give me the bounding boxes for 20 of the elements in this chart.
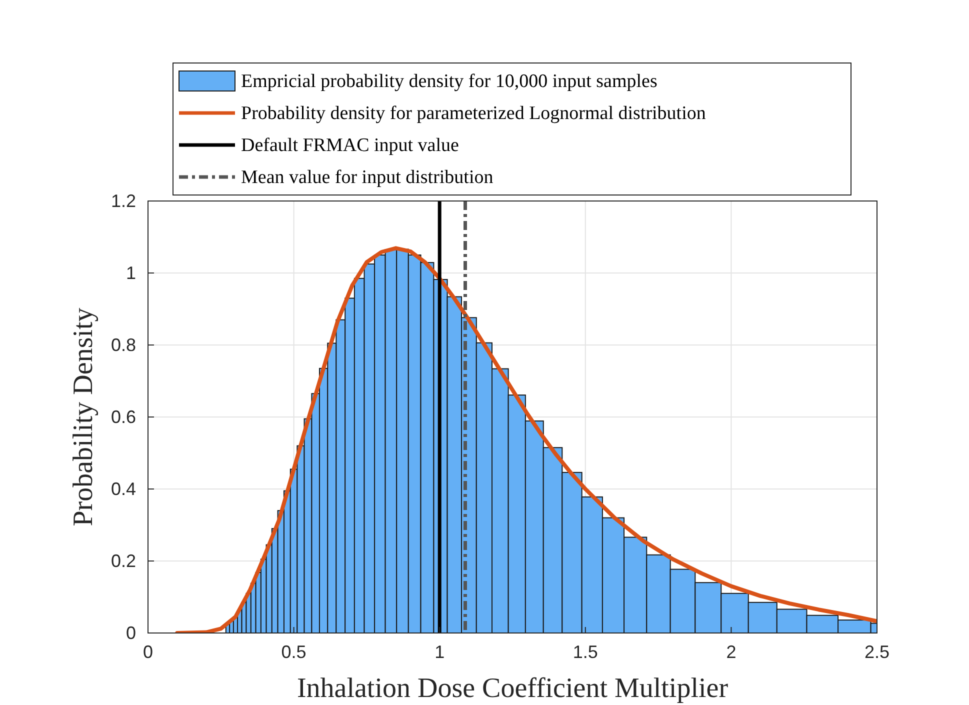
y-tick-label: 1.2 [110, 190, 136, 211]
y-tick-label: 0.4 [110, 478, 136, 499]
x-tick-label: 2.5 [864, 642, 890, 662]
x-axis-title: Inhalation Dose Coefficient Multiplier [296, 673, 729, 704]
legend-label: Default FRMAC input value [241, 135, 459, 156]
y-tick-label: 0.2 [110, 550, 136, 571]
x-tick-label: 1 [434, 642, 445, 662]
legend-label: Probability density for parameterized Lognormal distribution [241, 103, 706, 124]
x-tick-label: 0.5 [281, 642, 306, 662]
x-tick-label: 2 [726, 642, 736, 662]
x-tick-label: 1.5 [572, 642, 598, 662]
y-tick-label: 0 [126, 622, 136, 643]
legend-label: Empricial probability density for 10,000 input samples [241, 71, 658, 92]
legend-label: Mean value for input distribution [241, 167, 494, 188]
line-series [175, 246, 877, 633]
y-tick-label: 1 [126, 262, 136, 283]
y-tick-label: 0.6 [110, 406, 136, 427]
x-tick-label: 0 [142, 642, 154, 662]
y-tick-label: 0.8 [110, 334, 136, 355]
y-axis-title: Probability Density [68, 308, 99, 526]
